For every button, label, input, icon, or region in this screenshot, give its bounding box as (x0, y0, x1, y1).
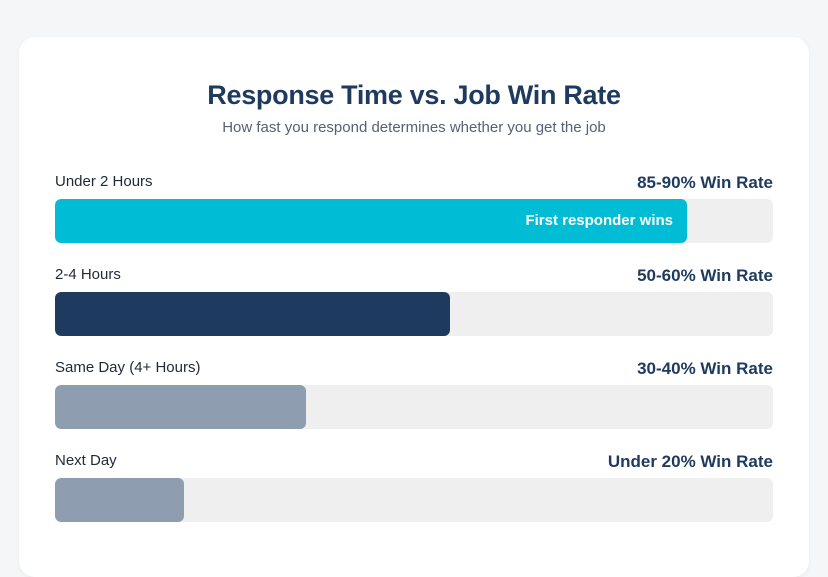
chart-title: Response Time vs. Job Win Rate (207, 80, 621, 110)
bar-track (55, 292, 773, 336)
category-label: 2-4 Hours (55, 266, 121, 283)
category-label: Same Day (4+ Hours) (55, 359, 201, 376)
bar-track (55, 478, 773, 522)
bar-track: First responder wins (55, 199, 773, 243)
chart-subtitle: How fast you respond determines whether … (222, 119, 606, 136)
bar-fill (55, 478, 184, 522)
bar-fill: First responder wins (55, 199, 687, 243)
category-label: Under 2 Hours (55, 173, 153, 190)
win-rate-label: 50-60% Win Rate (637, 266, 773, 285)
bar-annotation: First responder wins (525, 212, 673, 229)
win-rate-label: 30-40% Win Rate (637, 359, 773, 378)
category-label: Next Day (55, 452, 117, 469)
bar-track (55, 385, 773, 429)
win-rate-label: 85-90% Win Rate (637, 173, 773, 192)
bar-fill (55, 292, 450, 336)
win-rate-label: Under 20% Win Rate (607, 452, 773, 471)
bar-fill (55, 385, 306, 429)
